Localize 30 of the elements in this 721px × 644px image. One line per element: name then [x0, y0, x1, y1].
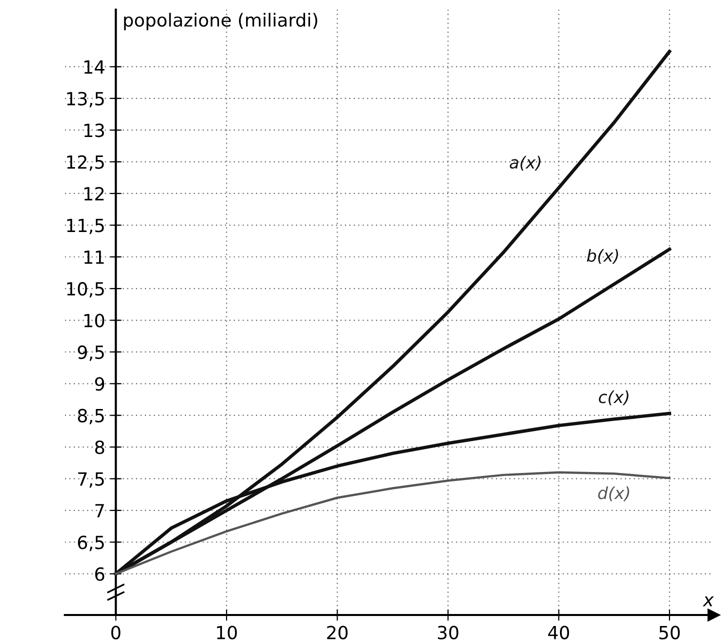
y-tick-label: 8,5: [78, 408, 104, 424]
y-tick-label: 10: [84, 314, 104, 328]
series-label: c(x): [598, 390, 628, 406]
y-tick-label: 7,5: [78, 472, 104, 488]
y-axis-title: popolazione (miliardi): [124, 12, 318, 30]
series-label: b(x): [586, 248, 618, 264]
y-tick-label: 13: [84, 124, 104, 138]
x-tick-label: 0: [111, 626, 120, 640]
y-tick-label: 13,5: [67, 92, 104, 108]
y-tick-label: 6,5: [78, 536, 104, 552]
y-tick-label: 9: [95, 377, 104, 391]
x-tick-label: 40: [548, 626, 570, 640]
x-tick-label: 50: [659, 626, 680, 640]
y-tick-label: 12: [84, 186, 104, 200]
series-label: d(x): [598, 486, 630, 502]
y-tick-label: 10,5: [67, 282, 104, 298]
y-tick-label: 6: [95, 567, 104, 581]
x-tick-label: 30: [438, 626, 458, 640]
x-tick-label: 10: [217, 626, 237, 640]
y-tick-label: 11,5: [67, 218, 104, 234]
x-axis-title: x: [702, 596, 714, 606]
y-tick-label: 12,5: [67, 155, 104, 171]
line-series: [114, 471, 671, 575]
y-tick-label: 11: [84, 250, 104, 264]
x-tick-label: 20: [327, 626, 348, 640]
series-label: a(x): [510, 156, 540, 171]
y-tick-label: 9,5: [78, 345, 104, 361]
y-tick-label: 14: [84, 60, 104, 74]
y-tick-label: 7: [95, 504, 104, 518]
y-tick-label: 8: [95, 440, 104, 454]
